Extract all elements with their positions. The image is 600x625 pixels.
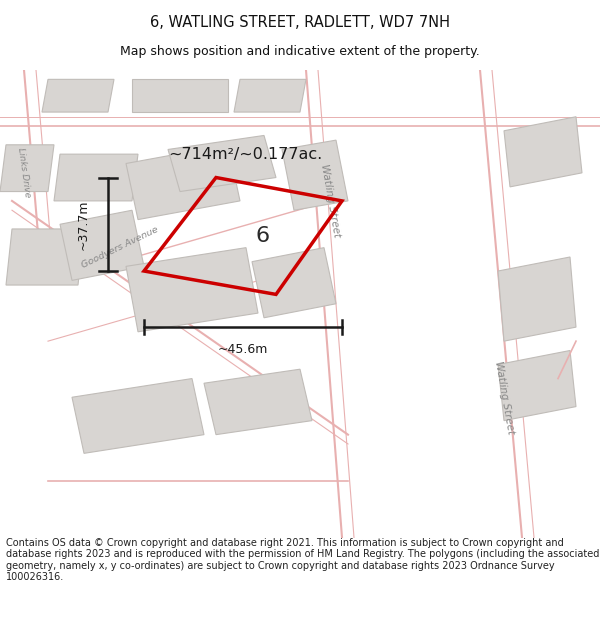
Polygon shape: [60, 210, 144, 281]
Text: Watling Street: Watling Street: [319, 164, 341, 238]
Polygon shape: [204, 369, 312, 434]
Polygon shape: [54, 154, 138, 201]
Text: ~37.7m: ~37.7m: [77, 199, 90, 249]
Text: Map shows position and indicative extent of the property.: Map shows position and indicative extent…: [120, 46, 480, 59]
Polygon shape: [42, 79, 114, 112]
Polygon shape: [504, 117, 582, 187]
Text: ~714m²/~0.177ac.: ~714m²/~0.177ac.: [168, 147, 322, 162]
Polygon shape: [6, 229, 84, 285]
Polygon shape: [282, 140, 348, 210]
Polygon shape: [498, 257, 576, 341]
Polygon shape: [72, 379, 204, 453]
Polygon shape: [126, 248, 258, 332]
Text: Watling Street: Watling Street: [493, 360, 515, 434]
Polygon shape: [126, 145, 240, 219]
Text: 6, WATLING STREET, RADLETT, WD7 7NH: 6, WATLING STREET, RADLETT, WD7 7NH: [150, 16, 450, 31]
Polygon shape: [0, 145, 54, 191]
Polygon shape: [252, 248, 336, 318]
Text: Links Drive: Links Drive: [16, 148, 32, 198]
Text: Contains OS data © Crown copyright and database right 2021. This information is : Contains OS data © Crown copyright and d…: [6, 538, 599, 582]
Polygon shape: [168, 136, 276, 191]
Text: ~45.6m: ~45.6m: [218, 344, 268, 356]
Text: 6: 6: [256, 226, 269, 246]
Polygon shape: [498, 351, 576, 421]
Polygon shape: [132, 79, 228, 112]
Text: Goodyers Avenue: Goodyers Avenue: [80, 225, 160, 270]
Polygon shape: [234, 79, 306, 112]
